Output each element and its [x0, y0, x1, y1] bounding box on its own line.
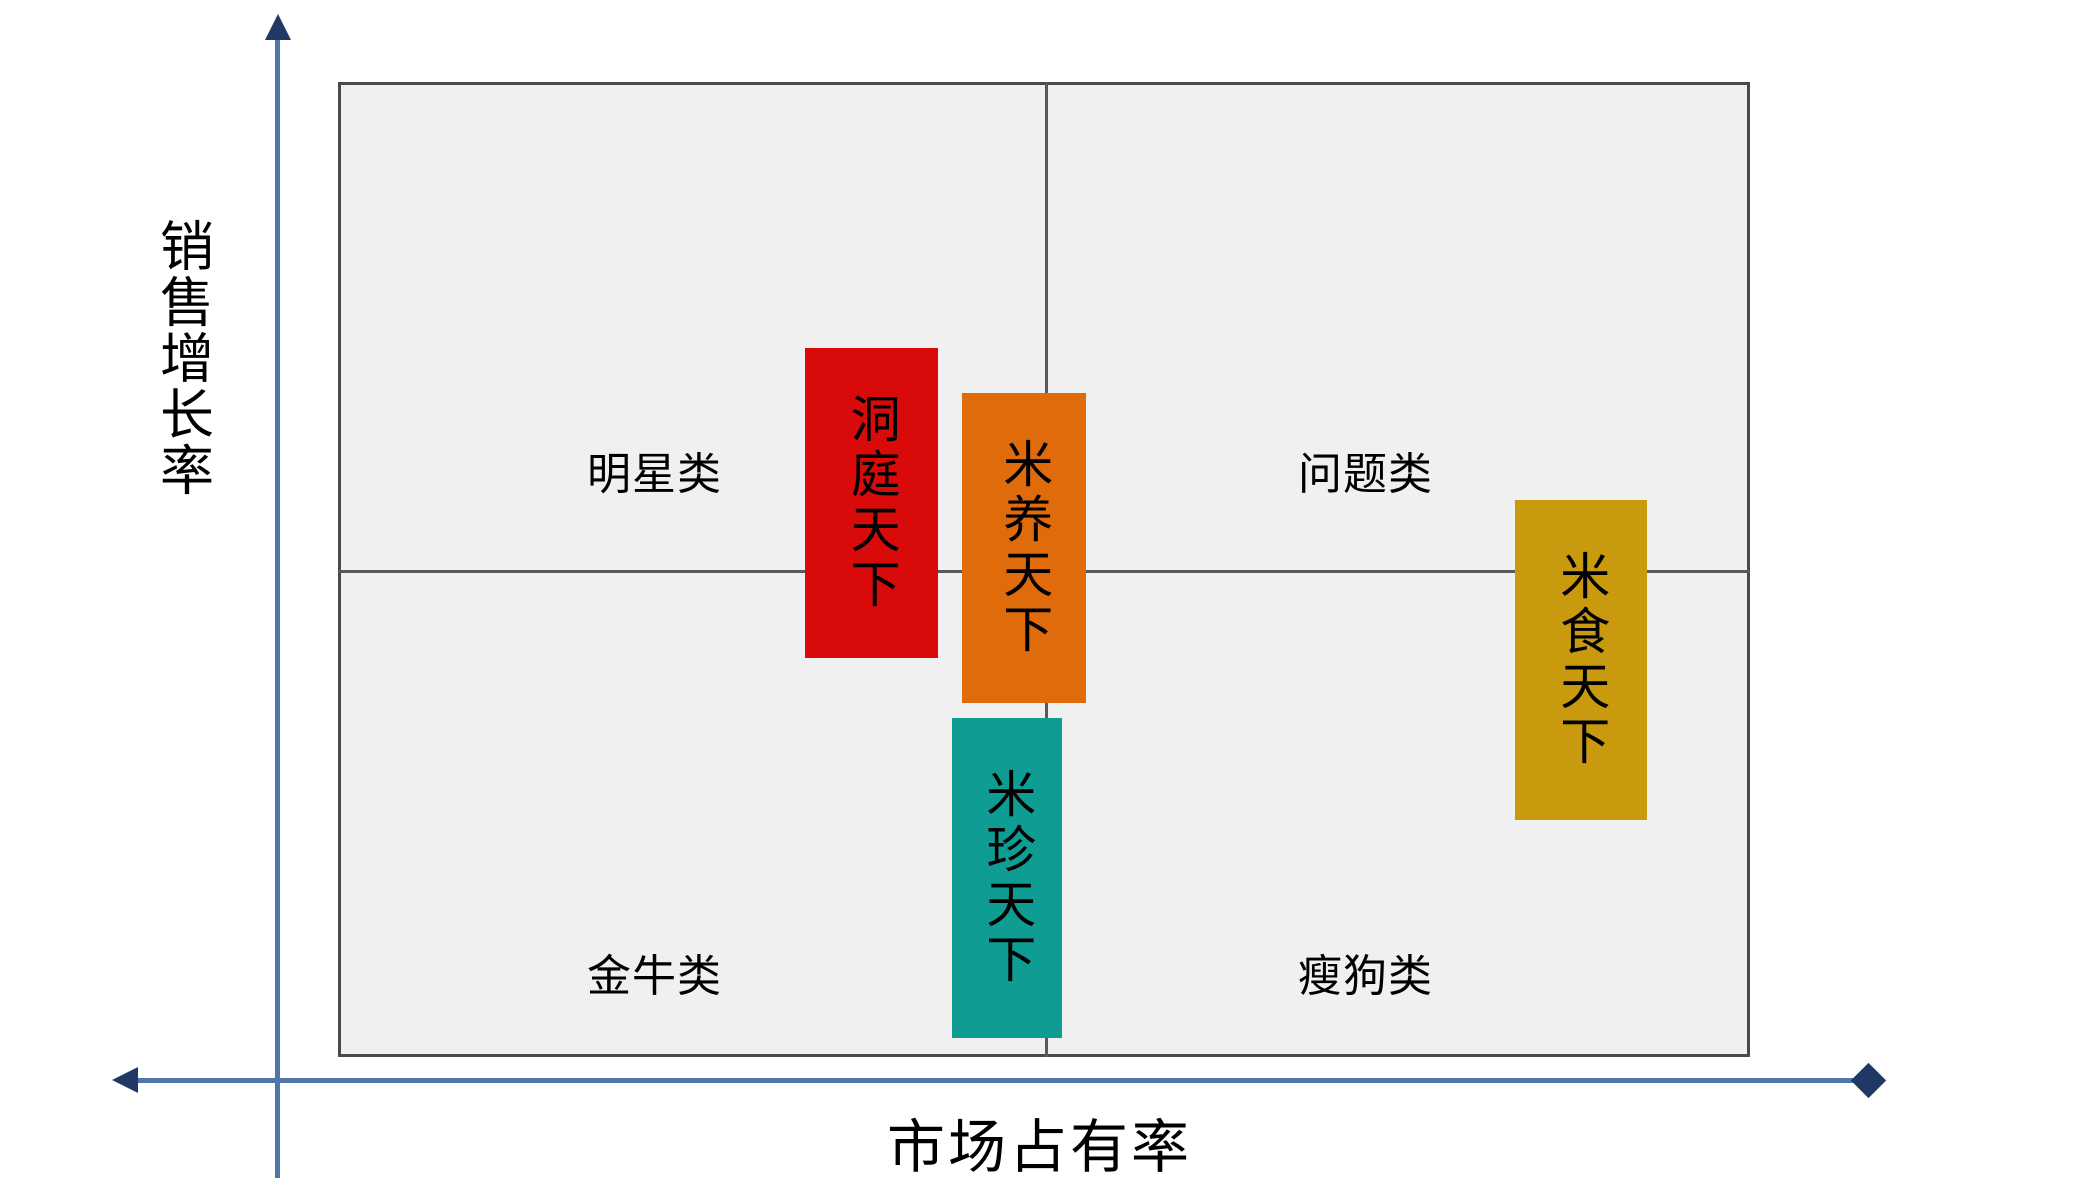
product-box-dongting[interactable]: 洞庭天下	[805, 348, 938, 658]
product-box-label: 米养天下	[995, 438, 1054, 658]
x-axis-endpoint-marker	[1850, 1062, 1887, 1099]
x-axis-title: 市场占有率	[886, 1113, 1192, 1181]
quadrant-label-dog: 瘦狗类	[1298, 951, 1433, 1002]
quadrant-label-cashcow: 金牛类	[587, 951, 722, 1002]
product-box-mizhen[interactable]: 米珍天下	[952, 718, 1062, 1038]
y-axis-line	[275, 30, 280, 1178]
y-axis-arrow-icon	[265, 14, 291, 40]
product-box-label: 洞庭天下	[842, 393, 901, 613]
x-axis-line	[128, 1078, 1870, 1083]
quadrant-label-question: 问题类	[1298, 449, 1433, 500]
product-box-miyang[interactable]: 米养天下	[962, 393, 1086, 703]
product-box-mishi[interactable]: 米食天下	[1515, 500, 1647, 820]
product-box-label: 米食天下	[1552, 550, 1611, 770]
x-axis-arrow-icon	[112, 1067, 138, 1093]
y-axis-title: 销售增长率	[150, 218, 214, 498]
quadrant-label-star: 明星类	[587, 449, 722, 500]
product-box-label: 米珍天下	[978, 768, 1037, 988]
